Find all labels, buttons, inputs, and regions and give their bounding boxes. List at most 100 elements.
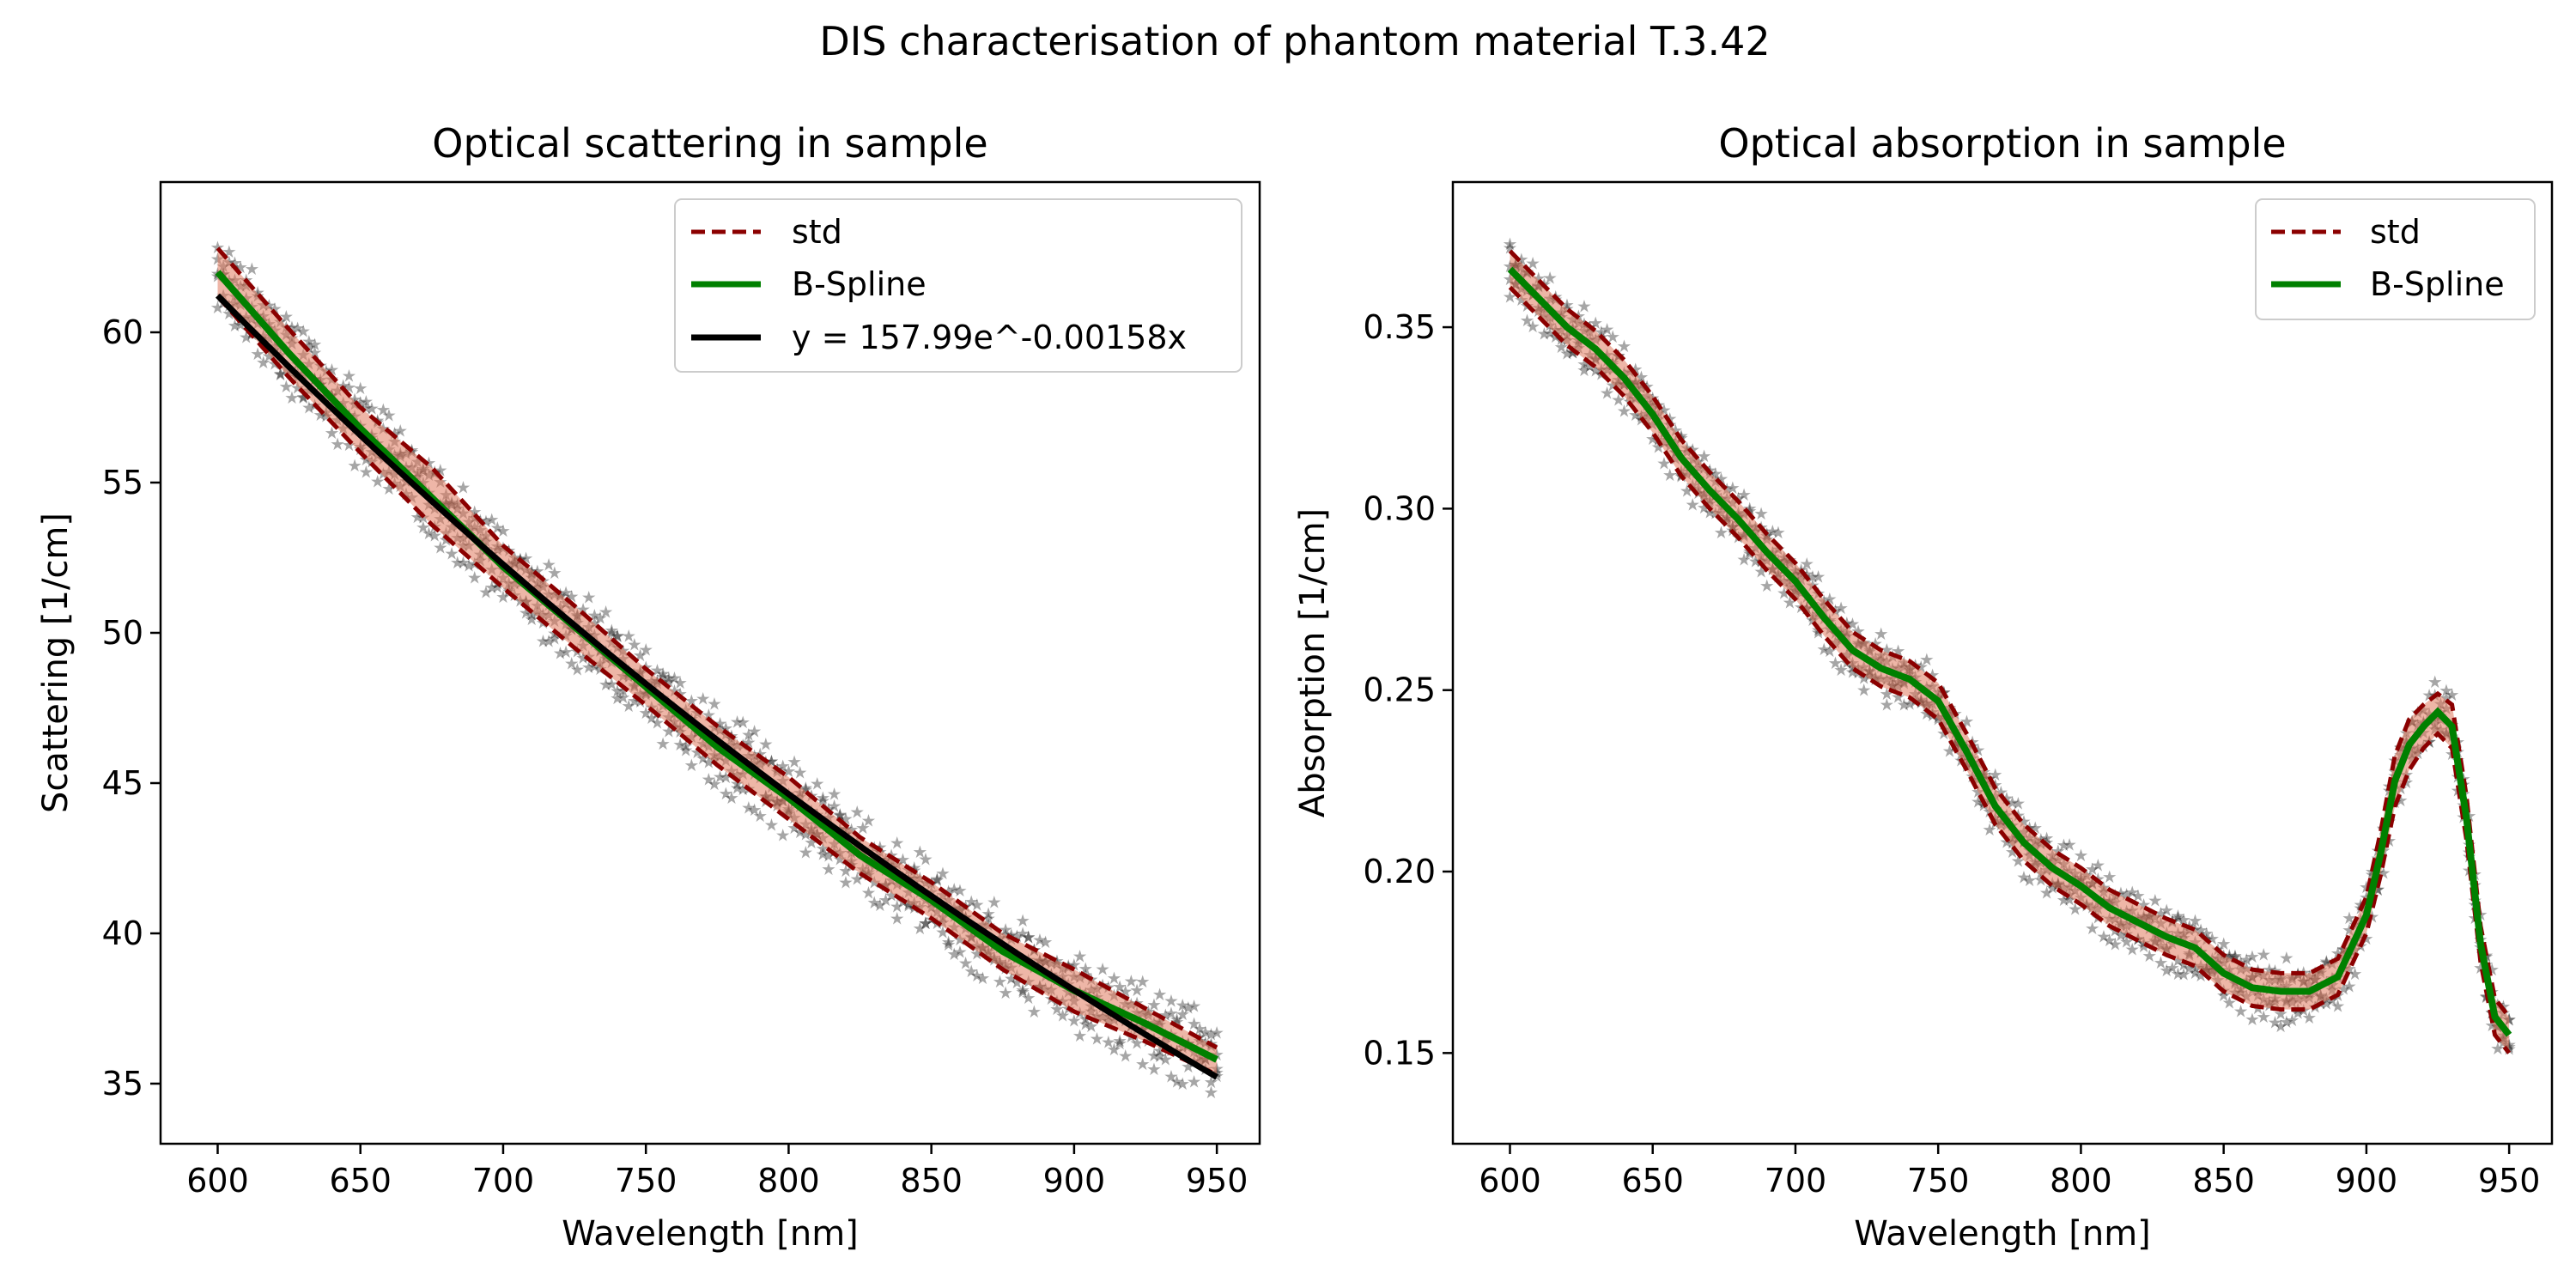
scattering-measurement-point: ★ bbox=[872, 895, 888, 915]
scattering-measurement-point: ★ bbox=[849, 801, 865, 822]
scattering-measurement-point: ★ bbox=[798, 842, 813, 863]
absorption-measurement-point: ★ bbox=[2159, 960, 2174, 981]
scattering-measurement-point: ★ bbox=[838, 872, 854, 893]
absorption-measurement-point: ★ bbox=[2154, 952, 2169, 973]
scattering-measurement-point: ★ bbox=[1163, 1066, 1179, 1086]
scattering-measurement-point: ★ bbox=[707, 693, 722, 714]
scattering-measurement-point: ★ bbox=[696, 689, 711, 709]
absorption-y-tick-label: 0.35 bbox=[1363, 308, 1436, 346]
absorption-y-tick-label: 0.25 bbox=[1363, 671, 1436, 709]
scattering-measurement-point: ★ bbox=[1066, 1011, 1082, 1031]
absorption-measurement-point: ★ bbox=[2256, 1006, 2271, 1027]
absorption-measurement-point: ★ bbox=[1811, 566, 1826, 586]
absorption-x-tick-label: 850 bbox=[2192, 1162, 2255, 1200]
absorption-measurement-point: ★ bbox=[2107, 933, 2123, 954]
scattering-measurement-point: ★ bbox=[541, 554, 556, 574]
absorption-measurement-point: ★ bbox=[2102, 930, 2117, 951]
scattering-measurement-point: ★ bbox=[775, 825, 791, 846]
scattering-exponential-fit-line bbox=[216, 293, 1218, 1080]
scattering-measurement-point: ★ bbox=[758, 733, 774, 754]
scattering-measurement-point: ★ bbox=[952, 880, 968, 901]
absorption-x-tick-label: 650 bbox=[1621, 1162, 1684, 1200]
scattering-measurement-point: ★ bbox=[683, 755, 699, 775]
scattering-legend-bspline-label: B-Spline bbox=[792, 265, 927, 303]
scattering-measurement-point: ★ bbox=[495, 520, 511, 541]
absorption-measurement-point: ★ bbox=[2279, 948, 2294, 969]
scattering-measurement-point: ★ bbox=[541, 630, 556, 651]
scattering-measurement-point: ★ bbox=[1101, 1032, 1116, 1053]
scattering-measurement-point: ★ bbox=[946, 944, 962, 964]
absorption-measurement-point: ★ bbox=[1856, 679, 1872, 700]
scattering-measurement-point: ★ bbox=[666, 668, 682, 689]
absorption-legend-box bbox=[2255, 198, 2536, 320]
scattering-measurement-point: ★ bbox=[598, 674, 614, 695]
scattering-measurement-point: ★ bbox=[1209, 1023, 1224, 1043]
absorption-measurement-point: ★ bbox=[1828, 653, 1844, 673]
scattering-lines bbox=[215, 246, 1218, 1080]
scattering-measurement-point: ★ bbox=[1187, 996, 1202, 1017]
scattering-measurement-point: ★ bbox=[1021, 927, 1036, 948]
scattering-std-upper-line bbox=[216, 246, 1218, 1050]
absorption-measurement-point: ★ bbox=[2170, 963, 2185, 984]
scattering-y-ticks: 35 40 45 50 55 60 bbox=[102, 313, 161, 1103]
scattering-measurement-point: ★ bbox=[455, 477, 471, 497]
scattering-measurement-point: ★ bbox=[256, 352, 271, 373]
scattering-measurement-point: ★ bbox=[467, 568, 483, 588]
scattering-measurement-point: ★ bbox=[890, 908, 905, 929]
absorption-y-axis-label: Absorption [1/cm] bbox=[1293, 508, 1333, 817]
absorption-y-tick-label: 0.15 bbox=[1363, 1034, 1436, 1072]
scattering-measurement-point: ★ bbox=[621, 625, 636, 646]
scattering-measurement-point: ★ bbox=[564, 653, 580, 673]
absorption-measurement-point: ★ bbox=[1503, 234, 1518, 254]
scattering-measurement-point: ★ bbox=[678, 739, 694, 760]
absorption-measurement-point: ★ bbox=[1600, 382, 1615, 403]
scattering-measurement-point: ★ bbox=[370, 471, 386, 491]
absorption-x-tick-label: 700 bbox=[1765, 1162, 1827, 1200]
scattering-measurement-point: ★ bbox=[912, 918, 927, 939]
scattering-measurement-point: ★ bbox=[1026, 1001, 1042, 1022]
scattering-x-tick-label: 600 bbox=[186, 1162, 249, 1200]
absorption-measurement-point: ★ bbox=[2330, 996, 2346, 1017]
absorption-measurement-point: ★ bbox=[2439, 680, 2454, 701]
absorption-measurement-point: ★ bbox=[2256, 945, 2271, 965]
scattering-x-axis-label: Wavelength [nm] bbox=[562, 1214, 859, 1254]
absorption-measurement-point: ★ bbox=[2057, 835, 2072, 855]
absorption-measurement-point: ★ bbox=[2273, 1016, 2288, 1036]
scattering-y-tick-label: 50 bbox=[102, 614, 143, 652]
scattering-legend: std B-Spline y = 157.99e^-0.00158x bbox=[674, 198, 1242, 373]
absorption-measurement-point: ★ bbox=[2085, 918, 2100, 939]
scattering-measurement-point: ★ bbox=[1106, 1039, 1121, 1060]
absorption-measurement-point: ★ bbox=[2016, 866, 2032, 887]
scattering-measurement-point: ★ bbox=[655, 663, 671, 683]
absorption-legend-bspline-label: B-Spline bbox=[2370, 265, 2505, 303]
scattering-measurement-point: ★ bbox=[821, 859, 836, 879]
scattering-measurement-point: ★ bbox=[1152, 984, 1168, 1005]
scattering-measurement-point: ★ bbox=[735, 712, 750, 732]
scattering-measurement-point: ★ bbox=[963, 961, 979, 981]
scattering-y-tick-label: 45 bbox=[102, 764, 143, 802]
absorption-x-tick-label: 950 bbox=[2478, 1162, 2541, 1200]
scattering-measurement-point: ★ bbox=[1015, 910, 1030, 931]
scattering-measurement-point: ★ bbox=[616, 687, 631, 708]
scattering-measurement-point: ★ bbox=[912, 841, 927, 862]
scattering-measurement-point: ★ bbox=[890, 832, 905, 853]
absorption-y-ticks: 0.15 0.20 0.25 0.30 0.35 bbox=[1363, 308, 1453, 1072]
absorption-measurement-point: ★ bbox=[2124, 939, 2140, 960]
scattering-measurement-point: ★ bbox=[701, 769, 716, 790]
scattering-measurement-point: ★ bbox=[827, 784, 842, 805]
absorption-measurement-point: ★ bbox=[2348, 963, 2363, 984]
absorption-measurement-point: ★ bbox=[2268, 1012, 2283, 1032]
absorption-measurement-point: ★ bbox=[2148, 890, 2163, 910]
absorption-measurement-point: ★ bbox=[1753, 503, 1769, 524]
absorption-measurement-point: ★ bbox=[1542, 267, 1558, 288]
scattering-measurement-point: ★ bbox=[1015, 981, 1030, 1002]
scattering-measurement-point: ★ bbox=[1021, 927, 1036, 947]
scattering-measurement-point: ★ bbox=[810, 773, 825, 793]
scattering-y-tick-label: 55 bbox=[102, 464, 143, 501]
absorption-measurement-point: ★ bbox=[2039, 882, 2055, 902]
scattering-title: Optical scattering in sample bbox=[432, 120, 987, 167]
scattering-measurement-point: ★ bbox=[730, 712, 745, 732]
scattering-measurement-point: ★ bbox=[1072, 1025, 1088, 1046]
scattering-measurement-point: ★ bbox=[1123, 971, 1139, 992]
absorption-measurement-point: ★ bbox=[2022, 870, 2038, 890]
